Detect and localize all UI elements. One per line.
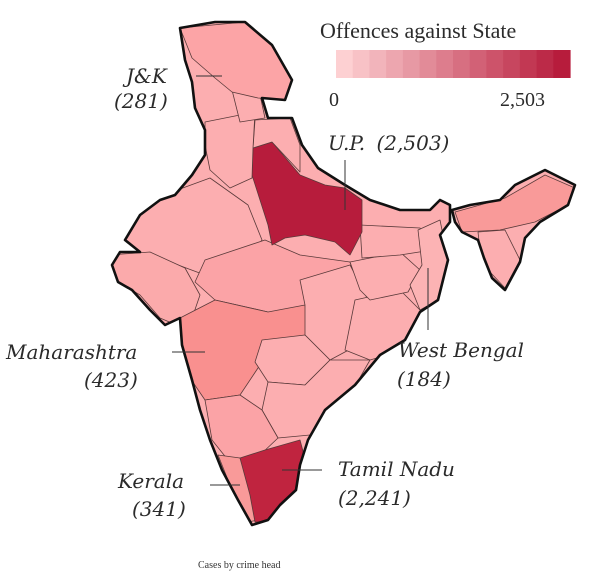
label-up: U.P. (2,503) bbox=[328, 131, 449, 155]
label-jk-name: J&K bbox=[122, 64, 168, 88]
caption: Cases by crime head bbox=[198, 560, 280, 571]
label-tn-value: (2,241) bbox=[338, 486, 411, 510]
legend-swatch bbox=[336, 50, 354, 78]
legend-color-bar bbox=[336, 50, 571, 78]
label-wb-name: West Bengal bbox=[398, 338, 524, 362]
legend-swatch bbox=[436, 50, 454, 78]
legend-max-label: 2,503 bbox=[500, 89, 545, 111]
legend-swatch bbox=[419, 50, 437, 78]
legend-swatch bbox=[402, 50, 421, 78]
label-kl-value: (341) bbox=[132, 497, 186, 521]
label-jk-value: (281) bbox=[114, 89, 168, 113]
label-tn-name: Tamil Nadu bbox=[338, 457, 455, 481]
legend-swatch bbox=[352, 50, 371, 78]
state-karnataka bbox=[204, 394, 279, 461]
label-mh-name: Maharashtra bbox=[5, 340, 137, 364]
india-border-outline bbox=[110, 20, 577, 527]
legend-swatch bbox=[369, 50, 387, 78]
state-annotations: J&K (281) U.P. (2,503) Maharashtra (423)… bbox=[5, 64, 524, 521]
label-up-value: (2,503) bbox=[377, 131, 450, 155]
label-kl-name: Kerala bbox=[117, 469, 184, 493]
legend-swatch bbox=[503, 50, 521, 78]
label-mh-value: (423) bbox=[84, 368, 138, 392]
legend-swatch bbox=[519, 50, 538, 78]
legend: Offences against State 0 2,503 bbox=[320, 18, 571, 111]
state-bihar bbox=[359, 224, 433, 259]
legend-swatch bbox=[536, 50, 554, 78]
leader-lines bbox=[172, 75, 429, 486]
legend-title: Offences against State bbox=[320, 18, 516, 43]
legend-swatch bbox=[469, 50, 488, 78]
label-wb-value: (184) bbox=[397, 367, 451, 391]
legend-min-label: 0 bbox=[329, 89, 339, 111]
legend-swatch bbox=[553, 50, 571, 78]
legend-swatch bbox=[453, 50, 471, 78]
state-uttar-pradesh bbox=[251, 141, 363, 256]
label-up-name: U.P. bbox=[328, 131, 365, 155]
legend-swatch bbox=[486, 50, 504, 78]
legend-swatch bbox=[386, 50, 404, 78]
